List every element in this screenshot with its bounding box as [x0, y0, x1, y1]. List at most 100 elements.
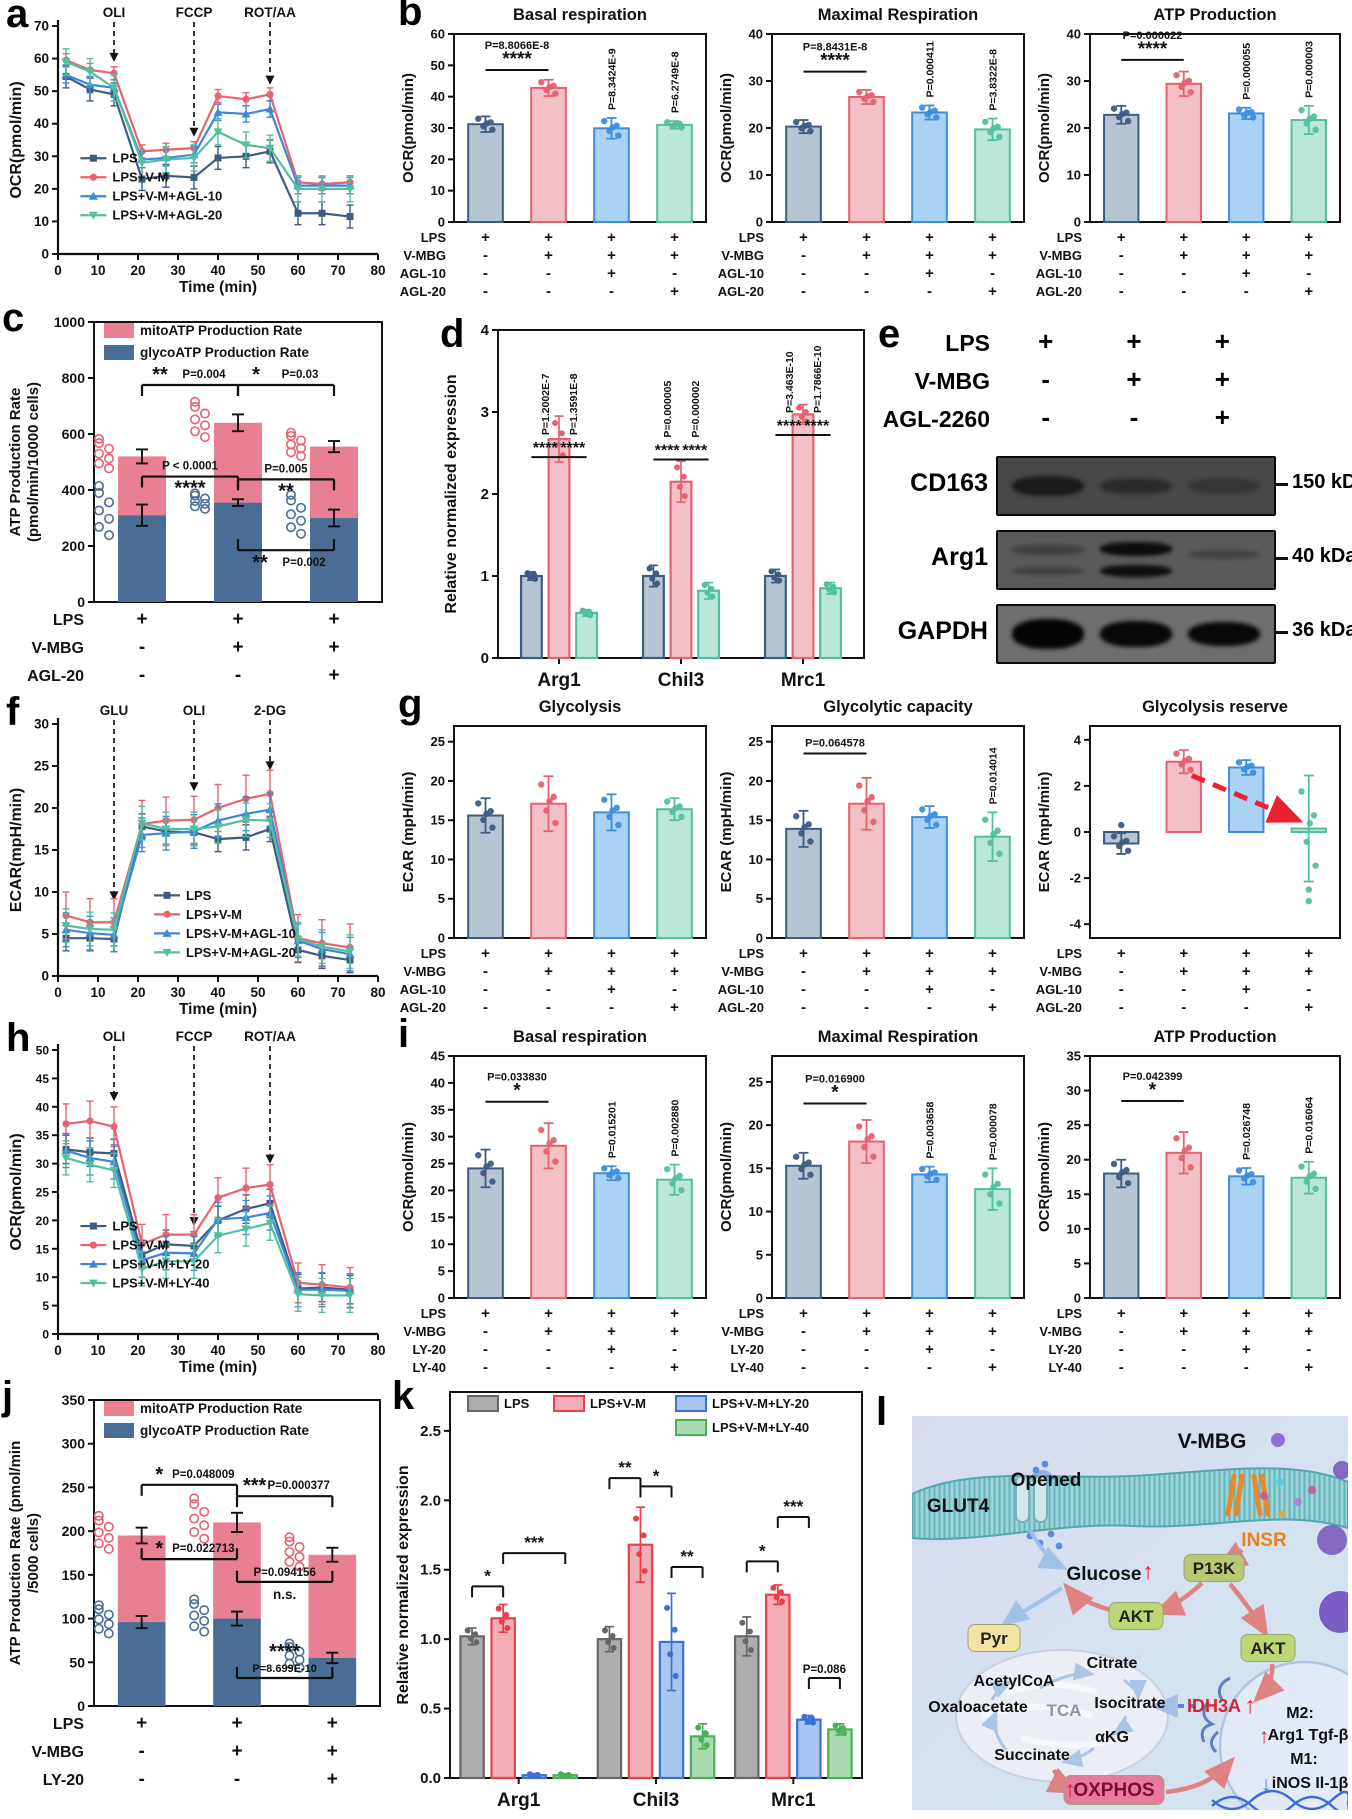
- svg-text:+: +: [1117, 1305, 1126, 1322]
- svg-text:mitoATP Production Rate: mitoATP Production Rate: [140, 323, 303, 338]
- blot-condition-value: +: [1214, 364, 1230, 394]
- protein-band: [1011, 545, 1084, 555]
- protein-band: [1011, 567, 1084, 576]
- svg-text:+: +: [988, 945, 997, 962]
- blot-condition-value: +: [1038, 326, 1054, 356]
- svg-text:LPS: LPS: [53, 1716, 84, 1733]
- kda-tick: [1276, 483, 1288, 486]
- svg-text:LPS: LPS: [739, 1306, 765, 1321]
- svg-text:+: +: [670, 1323, 679, 1340]
- svg-text:***: ***: [783, 1497, 803, 1516]
- svg-text:+: +: [607, 247, 616, 264]
- svg-text:200: 200: [62, 538, 86, 554]
- svg-text:0: 0: [41, 247, 49, 262]
- svg-text:V-MBG: V-MBG: [1039, 1324, 1082, 1339]
- svg-text:-: -: [801, 981, 806, 998]
- svg-text:10: 10: [431, 852, 445, 867]
- svg-text:+: +: [1242, 963, 1251, 980]
- svg-text:AGL-20: AGL-20: [27, 668, 84, 685]
- svg-text:****: ****: [777, 418, 803, 435]
- atp-rate-stacked-chart-agl: 0 200 400 600 800 1000 ATP Production Rate (pmo…: [2, 306, 394, 698]
- panel-label-l: l: [876, 1390, 888, 1434]
- svg-text:30: 30: [34, 717, 49, 732]
- svg-text:+: +: [670, 1305, 679, 1322]
- svg-text:OLI: OLI: [103, 5, 126, 20]
- svg-text:+: +: [607, 963, 616, 980]
- svg-text:40: 40: [210, 1343, 225, 1358]
- svg-text:V-MBG: V-MBG: [403, 248, 446, 263]
- svg-text:20: 20: [431, 773, 445, 788]
- g3-svg: Glycolysis reserve ECAR (mpH/min) -4 -2 0 2 4 L…: [1036, 698, 1341, 1016]
- svg-text:40: 40: [36, 1100, 50, 1114]
- blot-condition-value: +: [1214, 402, 1230, 432]
- svg-text:Basal respiration: Basal respiration: [513, 6, 647, 24]
- svg-text:+: +: [607, 229, 616, 246]
- blot-protein-label: Arg1: [931, 543, 988, 571]
- svg-text:V-MBG: V-MBG: [1039, 248, 1082, 263]
- svg-text:-: -: [801, 1359, 806, 1376]
- svg-text:+: +: [862, 1305, 871, 1322]
- svg-text:***: ***: [524, 1533, 544, 1552]
- svg-text:-: -: [1181, 981, 1186, 998]
- svg-text:+: +: [607, 1341, 616, 1358]
- svg-text:-: -: [546, 283, 551, 300]
- svg-text:Relative normalized expression: Relative normalized expression: [443, 374, 460, 613]
- svg-text:-: -: [1181, 999, 1186, 1016]
- svg-text:150: 150: [62, 1567, 86, 1583]
- a-svg: 0 10 20 30 40 50 60 70 0 10 20 30 40 50 60 70 80 Time (mi…: [8, 5, 386, 296]
- svg-text:35: 35: [431, 1102, 445, 1117]
- c-svg: 0 200 400 600 800 1000 ATP Production Rate (pmo…: [7, 314, 383, 686]
- j-svg: 0 50 100 150 200 250 300 350 ATP Production Rate…: [7, 1392, 381, 1790]
- svg-text:****: ****: [269, 1641, 300, 1663]
- svg-text:P=0.03: P=0.03: [282, 369, 319, 381]
- svg-text:Arg1: Arg1: [497, 1790, 541, 1811]
- svg-text:20: 20: [431, 1183, 445, 1198]
- protein-band: [1011, 476, 1084, 496]
- svg-text:20: 20: [130, 985, 145, 1000]
- svg-text:-: -: [1306, 981, 1311, 998]
- ecar-line-chart: 0 5 10 15 20 25 30 0 10 20 30 40 50 60 70 80 Time (min) E…: [6, 700, 390, 1022]
- basal-respiration-bar-chart: Basal respiration OCR(pmol/min) 0 10 20 30 40 5…: [398, 0, 716, 306]
- svg-text:ECAR (mpH/min): ECAR (mpH/min): [718, 772, 735, 893]
- panel-c: c 0 200 400 600 800 1000 ATP Production Rate (p…: [2, 298, 394, 698]
- svg-text:-: -: [801, 265, 806, 282]
- svg-text:250: 250: [62, 1479, 86, 1495]
- svg-text:25: 25: [36, 1186, 50, 1200]
- svg-text:+: +: [607, 945, 616, 962]
- svg-text:-: -: [483, 1323, 488, 1340]
- svg-text:ROT/AA: ROT/AA: [244, 1029, 296, 1044]
- svg-text:-: -: [1181, 265, 1186, 282]
- svg-text:AGL-20: AGL-20: [1036, 284, 1082, 299]
- svg-text:+: +: [327, 1769, 338, 1790]
- svg-text:ATP Production: ATP Production: [1153, 6, 1276, 24]
- svg-text:80: 80: [370, 1343, 385, 1358]
- svg-text:30: 30: [749, 74, 763, 89]
- kda-tick: [1276, 631, 1288, 634]
- svg-text:LPS+V-M+LY-40: LPS+V-M+LY-40: [112, 1276, 209, 1291]
- svg-text:P=0.015201: P=0.015201: [607, 1101, 619, 1158]
- svg-text:LPS+V-M: LPS+V-M: [112, 1238, 168, 1253]
- panel-label-b: b: [398, 0, 423, 34]
- svg-text:15: 15: [431, 1210, 445, 1225]
- svg-text:+: +: [670, 945, 679, 962]
- svg-text:P=0.000411: P=0.000411: [925, 41, 937, 98]
- svg-text:10: 10: [34, 214, 49, 229]
- svg-text:+: +: [544, 1305, 553, 1322]
- svg-text:+: +: [1179, 1323, 1188, 1340]
- svg-text:P=0.016900: P=0.016900: [805, 1074, 865, 1086]
- svg-text:AGL-20: AGL-20: [1036, 1000, 1082, 1015]
- svg-text:40: 40: [431, 89, 445, 104]
- svg-text:AcetylCoA: AcetylCoA: [974, 1673, 1055, 1690]
- svg-text:M1:: M1:: [1290, 1751, 1318, 1768]
- svg-text:0: 0: [438, 931, 445, 946]
- protein-band: [1100, 565, 1172, 578]
- protein-band: [1100, 621, 1172, 647]
- svg-text:-: -: [672, 1341, 677, 1358]
- svg-text:+: +: [862, 945, 871, 962]
- svg-text:+: +: [1304, 963, 1313, 980]
- svg-text:70: 70: [330, 985, 345, 1000]
- svg-text:+: +: [925, 945, 934, 962]
- panel-a: a 0 10 20 30 40 50 60 70 0 10 20 30 40 50 60 70 80 Time (…: [6, 0, 390, 300]
- svg-text:P=0.026748: P=0.026748: [1241, 1103, 1253, 1160]
- svg-text:+: +: [1179, 945, 1188, 962]
